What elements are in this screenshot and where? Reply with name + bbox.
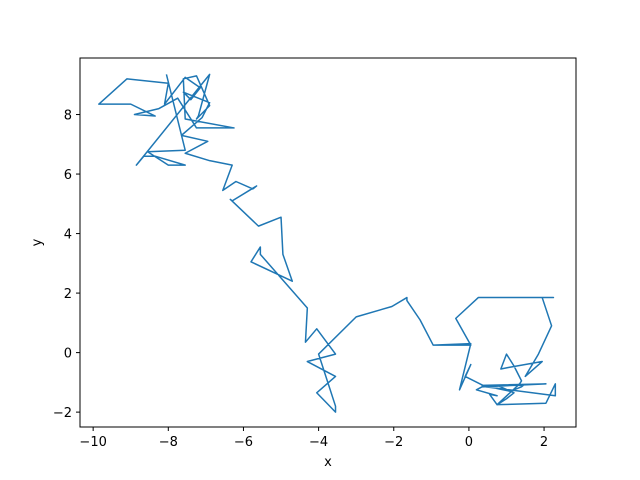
y-tick-label: 8 xyxy=(64,109,72,124)
x-tick-label: −10 xyxy=(79,435,106,450)
x-tick-label: −6 xyxy=(234,435,253,450)
y-tick-label: 0 xyxy=(64,347,72,362)
x-tick-label: 0 xyxy=(465,435,473,450)
y-axis: −2 0 2 4 6 8 xyxy=(53,109,80,421)
y-axis-label: y xyxy=(30,238,45,246)
x-axis-label: x xyxy=(324,455,332,470)
y-tick-label: 2 xyxy=(64,287,72,302)
y-tick-label: 4 xyxy=(64,228,72,243)
x-axis: −10 −8 −6 −4 −2 0 2 xyxy=(79,427,548,450)
x-tick-label: −2 xyxy=(384,435,403,450)
x-tick-label: −4 xyxy=(309,435,328,450)
y-tick-label: −2 xyxy=(53,406,72,421)
x-tick-label: 2 xyxy=(540,435,548,450)
x-tick-label: −8 xyxy=(159,435,178,450)
plot-area xyxy=(98,73,557,413)
y-tick-label: 6 xyxy=(64,168,72,183)
series-line xyxy=(98,73,557,413)
axes-frame xyxy=(79,57,577,428)
